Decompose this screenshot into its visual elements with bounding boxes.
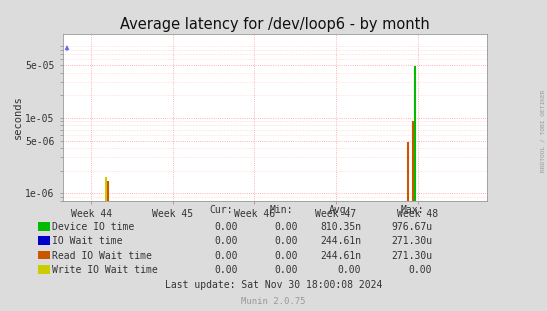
Text: RRDTOOL / TOBI OETIKER: RRDTOOL / TOBI OETIKER	[540, 89, 546, 172]
Text: Cur:: Cur:	[209, 205, 232, 215]
Text: 0.00: 0.00	[214, 222, 238, 232]
Text: Max:: Max:	[400, 205, 424, 215]
Text: 0.00: 0.00	[275, 222, 298, 232]
Text: 0.00: 0.00	[409, 265, 432, 275]
Text: 0.00: 0.00	[275, 251, 298, 261]
Text: 0.00: 0.00	[214, 251, 238, 261]
Text: Avg:: Avg:	[329, 205, 353, 215]
Text: Munin 2.0.75: Munin 2.0.75	[241, 297, 306, 306]
Text: 244.61n: 244.61n	[320, 236, 361, 246]
Text: 0.00: 0.00	[214, 236, 238, 246]
Title: Average latency for /dev/loop6 - by month: Average latency for /dev/loop6 - by mont…	[120, 17, 430, 32]
Text: Write IO Wait time: Write IO Wait time	[52, 265, 158, 275]
Text: IO Wait time: IO Wait time	[52, 236, 123, 246]
Y-axis label: seconds: seconds	[13, 95, 22, 139]
Text: 810.35n: 810.35n	[320, 222, 361, 232]
Text: 271.30u: 271.30u	[391, 236, 432, 246]
Text: Last update: Sat Nov 30 18:00:08 2024: Last update: Sat Nov 30 18:00:08 2024	[165, 281, 382, 290]
Text: Min:: Min:	[269, 205, 293, 215]
Text: 0.00: 0.00	[337, 265, 361, 275]
Text: Device IO time: Device IO time	[52, 222, 134, 232]
Text: 0.00: 0.00	[275, 265, 298, 275]
Text: 0.00: 0.00	[214, 265, 238, 275]
Text: 244.61n: 244.61n	[320, 251, 361, 261]
Text: 976.67u: 976.67u	[391, 222, 432, 232]
Text: 271.30u: 271.30u	[391, 251, 432, 261]
Text: Read IO Wait time: Read IO Wait time	[52, 251, 152, 261]
Text: 0.00: 0.00	[275, 236, 298, 246]
